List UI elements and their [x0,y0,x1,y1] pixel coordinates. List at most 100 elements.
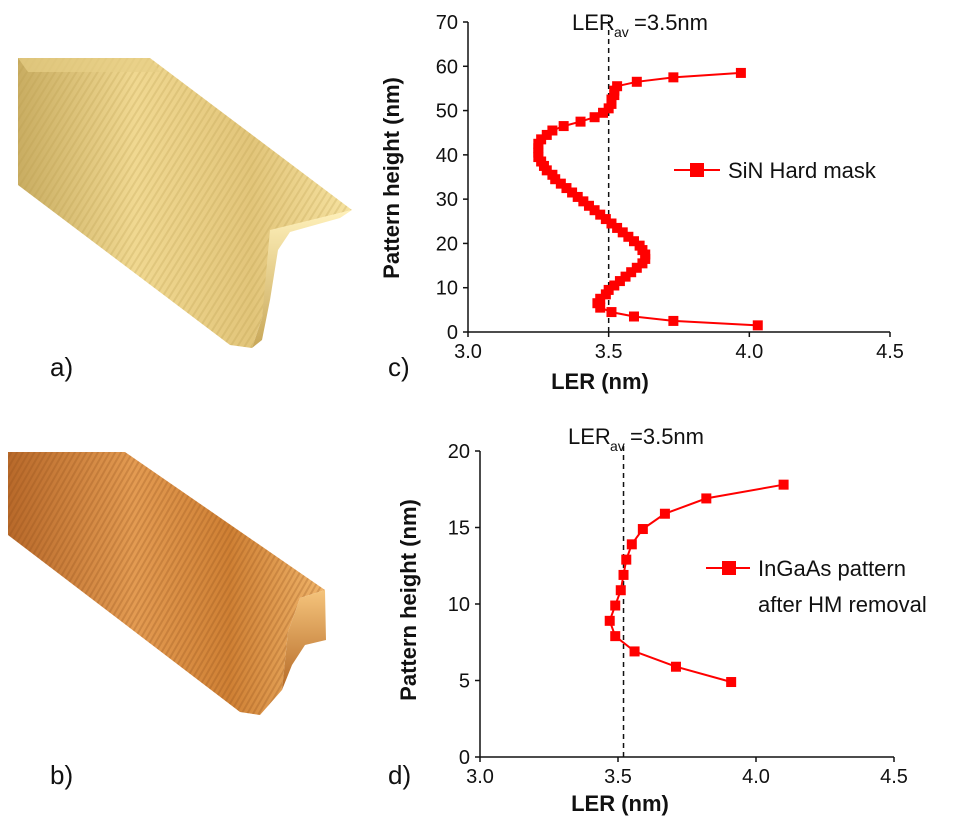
chart-d-ytick-label: 15 [448,518,470,540]
chart-c-xtick-label: 4.5 [876,341,904,363]
chart-c-data-point [626,267,637,278]
chart-d-data-point [604,615,615,626]
chart-d-xlabel: LER (nm) [571,791,669,816]
chart-c-data-point [612,81,623,92]
chart-d-ytick-label: 5 [459,671,470,693]
chart-d-legend-marker [722,561,736,575]
chart-d-legend-label-1: InGaAs pattern [758,556,906,581]
chart-d-data-point [637,524,648,535]
chart-d-data-point [626,539,637,550]
chart-d-marks [604,445,789,757]
chart-d-data-point [621,554,632,565]
chart-d-legend: InGaAs pattern after HM removal [706,556,927,617]
chart-c-data-point [589,205,600,216]
chart-c-data-point [668,72,679,83]
chart-c-xlabel: LER (nm) [551,369,649,394]
chart-c-data-point [572,191,583,202]
chart-c-annotation-sub: av [614,24,629,40]
panel-label-d: d) [388,760,412,790]
panel-label-a: a) [50,352,74,382]
chart-c-data-point [620,271,631,282]
chart-d-ylabel: Pattern height (nm) [396,499,421,701]
chart-d-data-point [610,631,621,642]
chart-c-legend: SiN Hard mask [674,158,877,183]
chart-d-data-point [701,493,712,504]
chart-c-annotation-main: LER [572,10,615,35]
chart-c-ytick-label: 30 [436,189,458,211]
chart-c-axes: 3.0 3.5 4.0 4.5 0 10 20 30 40 50 60 70 [436,12,904,363]
chart-c-data-point [631,262,642,273]
chart-c-ytick-label: 10 [436,278,458,300]
chart-d-data-point [618,569,629,580]
chart-d-data-point [659,508,670,519]
chart-c-marks [533,16,763,332]
chart-c-ytick-label: 20 [436,233,458,255]
chart-c-data-point [575,116,586,127]
chart-c-data-point [614,276,625,287]
chart-c-ytick-label: 70 [436,12,458,34]
chart-c-data-point [595,209,606,220]
chart-c-data-point [598,107,609,118]
chart-c-data-point [735,67,746,78]
chart-c-data-point [547,169,558,180]
chart-d-data-point [610,600,621,611]
chart-c-data-point [561,183,572,194]
chart-c-xtick-label: 3.5 [595,341,623,363]
chart-c-xtick-label: 3.0 [454,341,482,363]
chart-c-legend-marker [690,163,704,177]
chart-d-annotation-tail: =3.5nm [630,424,704,449]
chart-d-legend-label-2: after HM removal [758,592,927,617]
chart-c-data-point [555,178,566,189]
chart-d-xtick-label: 4.5 [880,766,908,788]
chart-d-annotation-main: LER [568,424,611,449]
chart-c-data-point [609,280,620,291]
chart-c-data-point [578,196,589,207]
chart-c-ytick-label: 60 [436,56,458,78]
chart-c-legend-label: SiN Hard mask [728,158,877,183]
chart-c-data-point [536,134,547,145]
chart-c-data-point [612,222,623,233]
chart-d-ytick-label: 0 [459,747,470,769]
chart-c-data-point [600,214,611,225]
chart-c-data-point [567,187,578,198]
chart-d-data-point [629,646,640,657]
panel-label-b: b) [50,760,74,790]
chart-d-ytick-label: 20 [448,441,470,463]
chart-d-data-point [778,479,789,490]
chart-d-data-point [670,661,681,672]
chart-c-data-point [623,231,634,242]
chart-c-annotation: LER av =3.5nm [572,10,708,40]
chart-d-axes: 3.0 3.5 4.0 4.5 0 5 10 15 20 [448,441,908,788]
chart-d-annotation-sub: av [610,438,625,454]
chart-d-ytick-label: 10 [448,594,470,616]
chart-c-ytick-label: 50 [436,101,458,123]
chart-c-data-point [668,315,679,326]
chart-c-data-point [752,320,763,331]
chart-c-data-point [628,236,639,247]
chart-c-data-point [606,218,617,229]
chart-d-xtick-label: 3.5 [604,766,632,788]
chart-c-data-point [628,311,639,322]
chart-c-ylabel: Pattern height (nm) [379,77,404,279]
panel-label-c: c) [388,352,410,382]
chart-c-data-point [603,284,614,295]
afm-image-hardmask [18,58,352,348]
chart-c-data-point [595,293,606,304]
chart-c-ytick-label: 0 [447,322,458,344]
chart-d-xtick-label: 4.0 [742,766,770,788]
chart-c-data-point [617,227,628,238]
chart-c-data-point [606,307,617,318]
afm-image-ingaas [8,452,326,715]
chart-c-data-point [634,240,645,251]
chart-c-data-point [541,129,552,140]
chart-d-data-point [615,585,626,596]
chart-d-data-point [726,677,737,688]
chart-c-data-point [631,76,642,87]
chart-c-annotation-tail: =3.5nm [634,10,708,35]
chart-c-data-point [589,112,600,123]
chart-c-data-point [583,200,594,211]
chart-d-xtick-label: 3.0 [466,766,494,788]
